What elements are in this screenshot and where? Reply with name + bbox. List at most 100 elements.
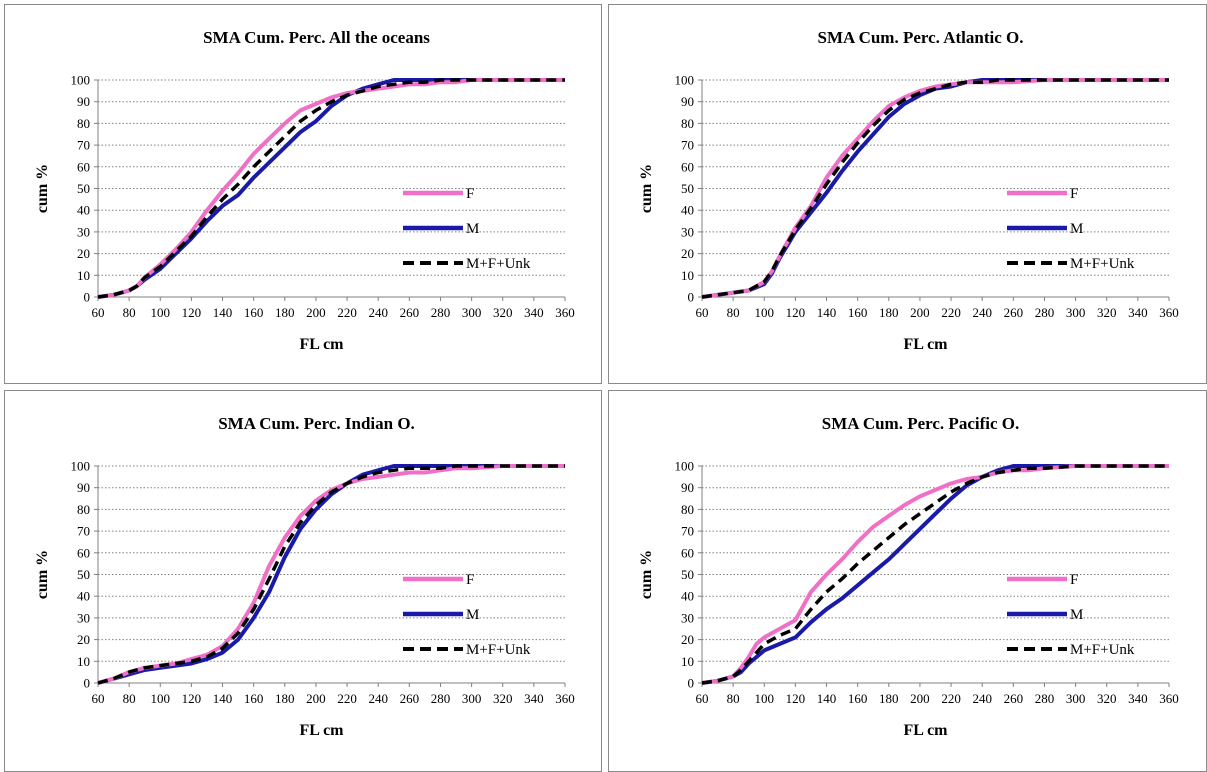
x-tick-label: 80 (727, 691, 740, 706)
x-tick-label: 300 (1066, 691, 1086, 706)
x-tick-label: 160 (244, 305, 264, 320)
legend-label: F (1070, 186, 1078, 202)
y-tick-label: 60 (681, 545, 694, 560)
y-tick-label: 0 (84, 290, 91, 305)
x-tick-label: 200 (306, 305, 326, 320)
y-tick-label: 60 (681, 159, 694, 174)
y-tick-label: 40 (681, 203, 694, 218)
x-tick-label: 320 (1097, 305, 1117, 320)
x-tick-label: 80 (727, 305, 740, 320)
y-tick-label: 100 (675, 459, 695, 474)
x-tick-label: 320 (1097, 691, 1117, 706)
x-tick-label: 240 (972, 305, 992, 320)
x-tick-label: 320 (493, 691, 513, 706)
series-line-m (701, 464, 1169, 685)
x-tick-label: 340 (524, 691, 544, 706)
y-axis-label: cum % (638, 550, 655, 599)
x-tick-label: 260 (400, 305, 420, 320)
x-axis-label: FL cm (300, 722, 345, 739)
y-tick-label: 40 (77, 589, 90, 604)
x-tick-label: 260 (1004, 305, 1024, 320)
x-tick-label: 340 (524, 305, 544, 320)
y-tick-label: 80 (77, 502, 90, 517)
x-tick-label: 240 (368, 691, 388, 706)
chart-title: SMA Cum. Perc. Atlantic O. (817, 28, 1023, 47)
y-tick-label: 80 (681, 116, 694, 131)
x-tick-label: 340 (1128, 305, 1148, 320)
y-tick-label: 10 (681, 654, 694, 669)
x-tick-label: 220 (941, 305, 961, 320)
x-tick-label: 120 (182, 691, 202, 706)
x-tick-label: 60 (92, 691, 105, 706)
x-axis-label: FL cm (300, 336, 345, 353)
x-tick-label: 360 (555, 305, 575, 320)
x-tick-label: 60 (696, 691, 709, 706)
series-line-m-f-unk (701, 78, 1169, 299)
y-tick-label: 80 (77, 116, 90, 131)
y-axis-label: cum % (34, 164, 51, 213)
chart-panel-indian: SMA Cum. Perc. Indian O. 0 10 20 30 40 50 60 70 8… (4, 390, 602, 772)
x-tick-label: 140 (213, 305, 233, 320)
x-tick-label: 360 (555, 691, 575, 706)
y-tick-label: 30 (77, 224, 90, 239)
y-tick-label: 20 (681, 632, 694, 647)
y-tick-label: 10 (77, 654, 90, 669)
x-tick-label: 100 (755, 305, 775, 320)
y-tick-label: 60 (77, 159, 90, 174)
chart-panel-atlantic: SMA Cum. Perc. Atlantic O. 0 10 20 30 40 50 60 7… (608, 4, 1207, 384)
x-tick-label: 280 (431, 691, 451, 706)
x-axis-label: FL cm (904, 336, 949, 353)
series-line-m-f-unk (701, 464, 1169, 685)
chart-title: SMA Cum. Perc. Pacific O. (822, 414, 1020, 433)
x-tick-label: 300 (1066, 305, 1086, 320)
y-tick-label: 10 (77, 268, 90, 283)
y-tick-label: 0 (84, 676, 91, 691)
x-tick-label: 140 (817, 305, 837, 320)
x-tick-label: 360 (1159, 305, 1179, 320)
y-tick-label: 30 (681, 224, 694, 239)
chart-panel-pacific: SMA Cum. Perc. Pacific O. 0 10 20 30 40 50 60 70… (608, 390, 1207, 772)
series-line-m-f-unk (97, 78, 565, 299)
y-tick-label: 0 (688, 290, 695, 305)
y-tick-label: 90 (77, 94, 90, 109)
y-tick-label: 20 (77, 246, 90, 261)
x-tick-label: 280 (1035, 691, 1055, 706)
y-tick-label: 30 (681, 610, 694, 625)
series-line-m (97, 78, 565, 299)
x-tick-label: 80 (123, 305, 136, 320)
x-tick-label: 300 (462, 305, 482, 320)
x-tick-label: 260 (1004, 691, 1024, 706)
legend-label: F (1070, 572, 1078, 588)
x-tick-label: 180 (275, 305, 295, 320)
x-tick-label: 200 (306, 691, 326, 706)
y-tick-label: 70 (681, 138, 694, 153)
x-tick-label: 360 (1159, 691, 1179, 706)
legend-label: M (1070, 221, 1083, 237)
x-tick-label: 120 (182, 305, 202, 320)
x-tick-label: 300 (462, 691, 482, 706)
legend-label: M+F+Unk (466, 642, 531, 658)
legend-label: F (466, 572, 474, 588)
y-tick-label: 100 (71, 459, 91, 474)
x-tick-label: 60 (696, 305, 709, 320)
y-tick-label: 10 (681, 268, 694, 283)
legend-label: M (466, 221, 479, 237)
x-tick-label: 220 (337, 305, 357, 320)
x-tick-label: 100 (151, 691, 171, 706)
x-tick-label: 80 (123, 691, 136, 706)
x-tick-label: 240 (972, 691, 992, 706)
y-tick-label: 50 (681, 181, 694, 196)
y-tick-label: 70 (681, 524, 694, 539)
x-tick-label: 160 (848, 305, 868, 320)
y-tick-label: 70 (77, 524, 90, 539)
chart-title: SMA Cum. Perc. All the oceans (203, 28, 430, 47)
legend-label: M+F+Unk (466, 256, 531, 272)
y-tick-label: 100 (71, 73, 91, 88)
x-axis-label: FL cm (904, 722, 949, 739)
y-tick-label: 60 (77, 545, 90, 560)
x-tick-label: 180 (879, 305, 899, 320)
y-tick-label: 50 (77, 567, 90, 582)
x-tick-label: 220 (337, 691, 357, 706)
x-tick-label: 160 (244, 691, 264, 706)
y-tick-label: 90 (77, 480, 90, 495)
